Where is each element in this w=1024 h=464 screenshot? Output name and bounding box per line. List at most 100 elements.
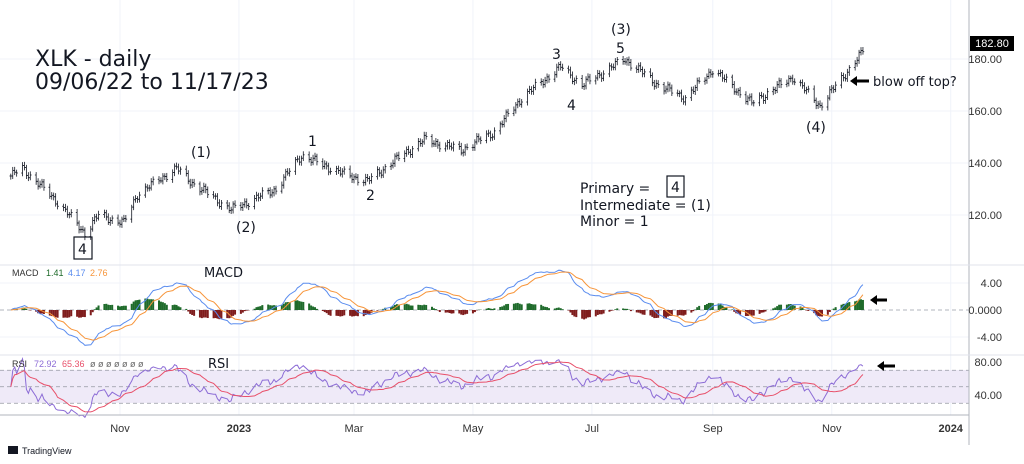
histogram-bar: [148, 299, 151, 310]
ohlc-bar: [171, 169, 174, 183]
wave-label: 4: [567, 98, 576, 114]
histogram-bar: [376, 310, 379, 311]
ohlc-bar: [602, 70, 605, 82]
ohlc-bar: [311, 154, 315, 166]
ohlc-bar: [368, 176, 371, 185]
chart-title: XLK - daily: [35, 47, 151, 72]
histogram-bar: [103, 303, 106, 310]
ohlc-bar: [438, 141, 442, 152]
ohlc-bar: [430, 134, 434, 148]
ohlc-bar: [34, 172, 38, 185]
time-tick: 2023: [227, 423, 251, 435]
histogram-bar: [512, 303, 515, 310]
ohlc-bar: [397, 151, 401, 162]
histogram-bar: [856, 300, 859, 310]
histogram-bar: [573, 310, 576, 317]
histogram-bar: [534, 304, 537, 310]
histogram-bar: [76, 310, 79, 317]
ohlc-bar: [575, 75, 578, 84]
histogram-bar: [165, 304, 168, 310]
histogram-bar: [282, 303, 285, 310]
ohlc-bar: [25, 164, 28, 179]
histogram-bar: [758, 310, 761, 314]
histogram-bar: [608, 310, 611, 312]
ohlc-bar: [11, 166, 15, 180]
histogram-bar: [844, 303, 847, 310]
wave-label: (2): [236, 220, 256, 236]
histogram-bar: [337, 310, 340, 316]
histogram-bar: [485, 308, 488, 310]
ohlc-bar: [695, 77, 699, 91]
ohlc-bar: [820, 102, 824, 111]
histogram-bar: [717, 303, 720, 310]
ohlc-bar: [493, 127, 496, 140]
ohlc-bar: [444, 142, 447, 152]
histogram-bar: [269, 305, 272, 310]
histogram-bar: [542, 306, 545, 310]
ohlc-bar: [241, 202, 245, 212]
histogram-bar: [298, 301, 301, 310]
histogram-bar: [134, 300, 137, 310]
histogram-bar: [493, 308, 496, 310]
ohlc-bar: [500, 120, 504, 128]
ohlc-bar: [321, 158, 325, 170]
histogram-bar: [588, 310, 591, 318]
histogram-bar: [93, 309, 96, 310]
price-tick: 180.00: [968, 54, 1002, 66]
histogram-bar: [95, 307, 98, 310]
time-tick: Mar: [345, 423, 364, 435]
histogram-bar: [382, 308, 385, 310]
ohlc-bar: [621, 56, 625, 65]
ohlc-bar: [300, 155, 303, 166]
histogram-bar: [840, 304, 843, 310]
ohlc-bar: [608, 62, 611, 78]
ohlc-bar: [391, 159, 395, 169]
histogram-bar: [793, 305, 796, 310]
ohlc-bar: [282, 174, 286, 189]
ohlc-bar: [66, 205, 69, 218]
ohlc-bar: [463, 144, 467, 156]
ohlc-bar: [50, 192, 54, 200]
histogram-bar: [858, 299, 861, 310]
ohlc-bar: [543, 76, 547, 88]
histogram-bar: [239, 310, 242, 314]
ohlc-bar: [110, 215, 114, 224]
histogram-bar: [175, 304, 178, 310]
histogram-bar: [668, 310, 671, 316]
ohlc-bar: [629, 58, 633, 71]
tradingview-logo[interactable]: TradingView: [8, 446, 72, 456]
ohlc-bar: [801, 79, 804, 89]
price-tick: 140.00: [968, 158, 1002, 170]
histogram-bar: [834, 307, 837, 310]
histogram-bar: [569, 310, 572, 313]
ohlc-bar: [69, 209, 73, 218]
histogram-bar: [848, 302, 851, 310]
ohlc-bar: [723, 74, 726, 83]
chart-subtitle: 09/06/22 to 11/17/23: [35, 70, 269, 95]
histogram-bar: [725, 307, 728, 310]
histogram-bar: [655, 310, 658, 318]
ohlc-bar: [777, 77, 781, 88]
ohlc-bar: [407, 145, 410, 155]
histogram-bar: [622, 308, 625, 310]
ohlc-bar: [627, 56, 631, 66]
ohlc-bar: [709, 69, 713, 78]
rsi-value: 72.92: [34, 359, 57, 369]
ohlc-bar: [446, 139, 449, 150]
ohlc-bar: [350, 172, 354, 184]
histogram-bar: [760, 310, 763, 313]
histogram-bar: [173, 304, 176, 310]
ohlc-bar: [489, 130, 492, 142]
ohlc-bar: [202, 182, 206, 194]
ohlc-bar: [354, 173, 358, 180]
histogram-bar: [567, 310, 570, 311]
rsi-pane-label: RSI: [208, 357, 229, 372]
histogram-bar: [626, 308, 628, 310]
ohlc-bar: [42, 178, 46, 191]
histogram-bar: [774, 307, 777, 310]
ohlc-bar: [93, 213, 96, 225]
ohlc-bar: [639, 62, 642, 72]
macd-tick: 0.0000: [968, 305, 1002, 317]
